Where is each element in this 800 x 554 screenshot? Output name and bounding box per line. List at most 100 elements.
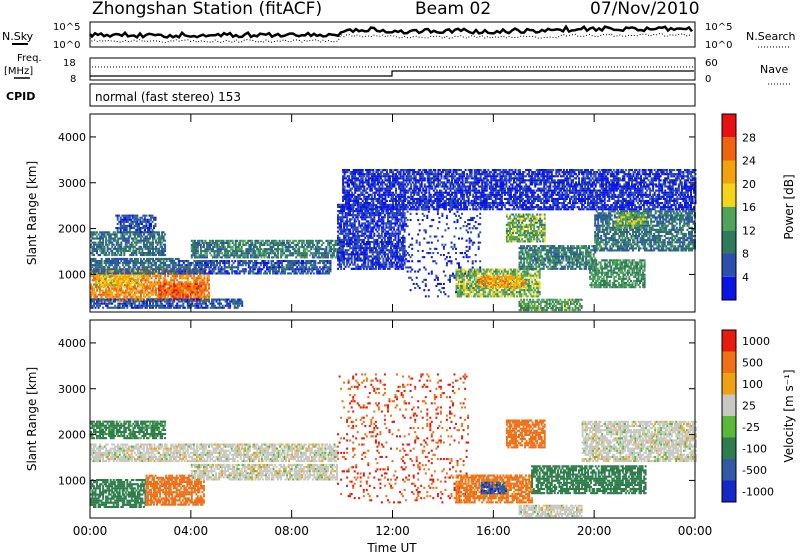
- data-cell: [394, 259, 397, 262]
- data-cell: [173, 270, 176, 273]
- data-cell: [96, 277, 99, 280]
- data-cell: [155, 287, 157, 290]
- data-cell: [125, 227, 128, 230]
- data-cell: [125, 214, 128, 217]
- data-cell: [159, 287, 162, 290]
- data-cell: [343, 234, 346, 237]
- data-cell: [106, 291, 109, 294]
- data-cell: [123, 233, 126, 236]
- data-cell: [147, 229, 149, 232]
- data-cell: [341, 245, 344, 248]
- data-cell: [138, 275, 141, 278]
- data-cell: [199, 268, 202, 271]
- data-cell: [161, 302, 164, 305]
- data-cell: [117, 239, 120, 242]
- data-cell: [138, 249, 141, 252]
- data-cell: [124, 270, 127, 273]
- data-cell: [138, 247, 141, 250]
- data-cell: [206, 304, 209, 307]
- data-cell: [243, 272, 246, 275]
- data-cell: [200, 298, 203, 301]
- data-cell: [91, 298, 94, 301]
- data-cell: [136, 262, 139, 265]
- data-cell: [109, 262, 112, 265]
- data-cell: [167, 281, 170, 284]
- data-cell: [188, 268, 191, 271]
- data-cell: [272, 268, 274, 271]
- data-cell: [215, 246, 217, 249]
- data-cell: [114, 260, 117, 263]
- data-cell: [189, 275, 192, 278]
- data-cell: [118, 243, 121, 246]
- data-cell: [176, 283, 179, 286]
- data-cell: [276, 266, 279, 269]
- data-cell: [145, 224, 148, 227]
- data-cell: [161, 304, 164, 307]
- data-cell: [325, 246, 328, 249]
- data-cell: [119, 220, 122, 223]
- data-cell: [275, 256, 278, 259]
- data-cell: [374, 214, 377, 217]
- data-cell: [421, 212, 424, 215]
- data-cell: [158, 252, 161, 255]
- data-cell: [158, 241, 161, 244]
- data-cell: [231, 266, 234, 269]
- data-cell: [206, 289, 209, 292]
- data-cell: [180, 268, 183, 271]
- data-cell: [379, 241, 382, 244]
- data-cell: [371, 257, 374, 260]
- data-cell: [361, 265, 364, 268]
- data-cell: [352, 228, 355, 231]
- data-cell: [406, 266, 409, 269]
- data-cell: [218, 302, 221, 305]
- data-cell: [132, 289, 135, 292]
- data-cell: [227, 256, 230, 259]
- data-cell: [99, 299, 102, 302]
- data-cell: [330, 239, 332, 242]
- data-cell: [275, 268, 277, 271]
- data-cell: [210, 260, 212, 263]
- data-cell: [115, 243, 118, 246]
- data-cell: [130, 245, 133, 248]
- data-cell: [123, 249, 126, 252]
- data-cell: [94, 260, 97, 263]
- data-cell: [269, 272, 271, 275]
- data-cell: [109, 233, 112, 236]
- data-cell: [207, 241, 210, 244]
- data-cell: [127, 218, 130, 221]
- data-cell: [120, 293, 123, 296]
- data-cell: [132, 239, 135, 242]
- data-cell: [127, 239, 130, 242]
- data-cell: [242, 250, 245, 253]
- data-cell: [285, 268, 288, 271]
- data-cell: [356, 234, 359, 237]
- data-cell: [343, 251, 346, 254]
- data-cell: [388, 232, 391, 235]
- data-cell: [147, 287, 150, 290]
- data-cell: [352, 263, 355, 266]
- data-cell: [136, 218, 139, 221]
- data-cell: [337, 222, 339, 225]
- data-cell: [91, 235, 94, 238]
- data-cell: [400, 247, 403, 250]
- nsearch-trace: [89, 33, 693, 44]
- data-cell: [237, 266, 240, 269]
- data-cell: [269, 241, 272, 244]
- data-cell: [391, 230, 394, 233]
- data-cell: [132, 282, 135, 285]
- data-cell: [114, 254, 117, 257]
- data-cell: [399, 257, 402, 260]
- data-cell: [188, 306, 191, 309]
- data-cell: [317, 241, 320, 244]
- data-cell: [376, 230, 379, 233]
- data-cell: [121, 218, 124, 221]
- data-cell: [158, 260, 161, 263]
- data-cell: [362, 267, 365, 270]
- data-cell: [146, 298, 148, 301]
- data-cell: [167, 257, 170, 260]
- data-cell: [127, 241, 130, 244]
- data-cell: [220, 272, 223, 275]
- data-cell: [106, 247, 109, 250]
- data-cell: [344, 257, 347, 260]
- data-cell: [93, 241, 95, 244]
